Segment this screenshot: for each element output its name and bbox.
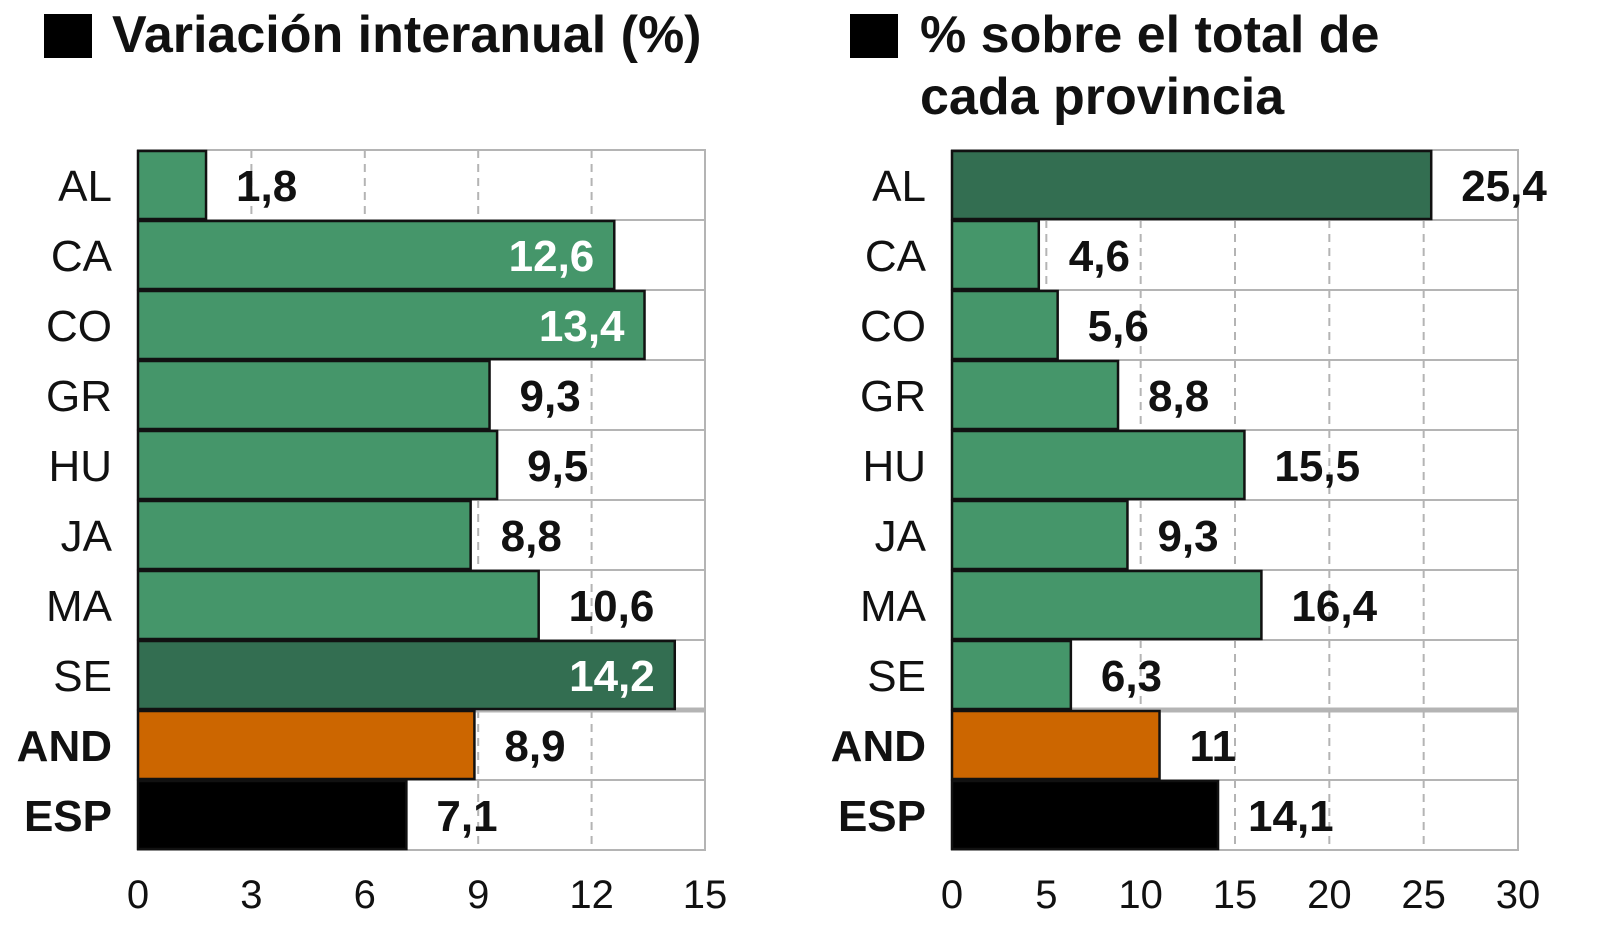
bar-gr [950,359,1120,431]
category-label: GR [860,372,926,421]
category-label: AND [17,722,112,771]
category-label: SE [867,652,926,701]
bar-al [136,149,208,221]
data-label: 10,6 [569,582,655,631]
bar-hu [136,429,499,501]
data-label: 4,6 [1069,232,1130,281]
data-label: 13,4 [539,302,625,351]
x-tick-label: 0 [941,873,963,917]
data-label: 9,3 [520,372,581,421]
x-tick-label: 15 [683,873,728,917]
data-label: 14,1 [1248,792,1334,841]
data-label: 8,8 [1148,372,1209,421]
x-tick-label: 3 [240,873,262,917]
x-tick-label: 30 [1496,873,1541,917]
bar-ma [950,569,1263,641]
data-label: 5,6 [1088,302,1149,351]
data-label: 25,4 [1461,162,1547,211]
category-label: JA [61,512,113,561]
x-tick-label: 25 [1401,873,1446,917]
x-tick-label: 5 [1035,873,1057,917]
bar-ca [950,219,1041,291]
bar-esp [950,779,1220,851]
title-marker [850,14,898,58]
bar-al [950,149,1433,221]
bar-esp [136,779,408,851]
bar-ma [136,569,540,641]
category-label: ESP [24,792,112,841]
chart-title: cada provincia [920,68,1285,126]
data-label: 12,6 [509,232,595,281]
category-label: AND [831,722,926,771]
category-label: MA [860,582,927,631]
data-label: 6,3 [1101,652,1162,701]
x-tick-label: 0 [127,873,149,917]
bar-se [950,639,1073,711]
category-label: GR [46,372,112,421]
bar-co [136,289,646,361]
title-marker [44,14,92,58]
category-label: CA [865,232,927,281]
category-label: AL [872,162,926,211]
category-label: AL [58,162,112,211]
bar-hu [950,429,1246,501]
bar-gr [136,359,491,431]
data-label: 8,9 [504,722,565,771]
bar-and [950,709,1161,781]
category-label: ESP [838,792,926,841]
bar-and [136,709,476,781]
chart-title: % sobre el total de [920,6,1379,64]
category-label: SE [53,652,112,701]
category-label: CO [860,302,926,351]
bar-ca [136,219,616,291]
x-tick-label: 12 [569,873,614,917]
x-tick-label: 20 [1307,873,1352,917]
data-label: 16,4 [1291,582,1377,631]
chart-panel-1: Variación interanual (%) 0 3 6 9 12 15 1,8 AL 12,… [17,6,728,917]
data-label: 1,8 [236,162,297,211]
bar-ja [950,499,1129,571]
category-label: MA [46,582,113,631]
data-label: 14,2 [569,652,655,701]
data-label: 15,5 [1274,442,1360,491]
bar-se [136,639,677,711]
data-label: 8,8 [501,512,562,561]
data-label: 7,1 [436,792,497,841]
category-label: HU [862,442,926,491]
bar-ja [136,499,472,571]
category-label: CO [46,302,112,351]
data-label: 11 [1190,722,1237,771]
x-tick-label: 6 [354,873,376,917]
x-tick-label: 10 [1118,873,1163,917]
data-label: 9,5 [527,442,588,491]
category-label: HU [48,442,112,491]
data-label: 9,3 [1157,512,1218,561]
bar-co [950,289,1059,361]
category-label: CA [51,232,113,281]
chart-title: Variación interanual (%) [112,6,702,64]
x-tick-label: 15 [1213,873,1258,917]
x-tick-label: 9 [467,873,489,917]
category-label: JA [875,512,927,561]
